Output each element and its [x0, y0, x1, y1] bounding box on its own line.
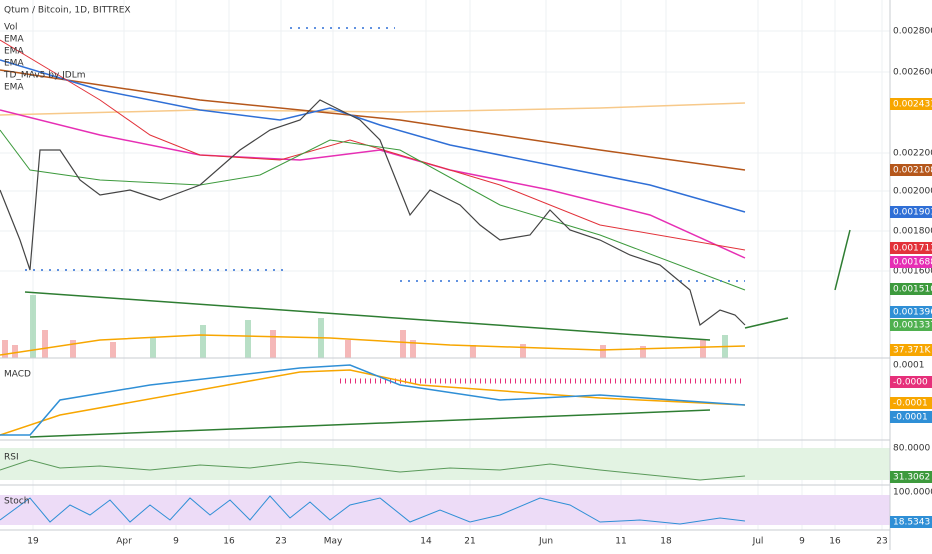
price-tag-label: 37.371K: [893, 346, 931, 356]
grid: [0, 0, 890, 530]
price-label: 0.00260000: [893, 68, 932, 78]
time-label: Jun: [538, 537, 553, 547]
panel-axis-label: 80.0000: [893, 444, 930, 454]
price-tag-label: 0.00171378: [893, 244, 932, 254]
time-label: 23: [876, 537, 887, 547]
panel-name: Stoch: [4, 497, 29, 507]
price-tag-label: 31.3062: [893, 473, 930, 483]
panel-name: RSI: [4, 453, 19, 463]
price-tag-label: 0.00243178: [893, 100, 932, 110]
price-tag: [890, 206, 932, 218]
stoch-line: [0, 495, 746, 525]
price-tag: [890, 319, 932, 331]
price-label: 0.00180000: [893, 227, 932, 237]
price-tag-label: 18.5343: [893, 518, 930, 528]
price-tag: [890, 397, 932, 409]
panel-axis-label: 100.0000: [893, 488, 932, 498]
price-label: 0.00200000: [893, 187, 932, 197]
price-tag: [890, 242, 932, 254]
macd-lines: [0, 364, 746, 438]
time-label: 18: [660, 537, 672, 547]
price-tag-label: 0.00139685: [893, 308, 932, 318]
price-label: 0.00160000: [893, 267, 932, 277]
price-label: 0.00220000: [893, 149, 932, 159]
chart-title: Qtum / Bitcoin, 1D, BITTREX: [4, 6, 131, 16]
legend-item: EMA: [4, 47, 24, 57]
price-tag: [890, 98, 932, 110]
price-tag-label: 0.00151044: [893, 285, 932, 295]
time-label: 9: [799, 537, 805, 547]
price-tag: [890, 376, 932, 388]
price-tag: [890, 164, 932, 176]
time-label: May: [324, 537, 343, 547]
time-label: Jul: [752, 537, 764, 547]
price-tag-label: -0.0000: [893, 378, 928, 388]
time-label: 16: [223, 537, 235, 547]
price-tag-label: 0.00168822: [893, 258, 932, 268]
legend-item: Vol: [4, 23, 17, 33]
legend-item: EMA: [4, 59, 24, 69]
price-tag: [890, 344, 932, 356]
price-tag: [890, 306, 932, 318]
price-tag: [890, 283, 932, 295]
time-label: 16: [829, 537, 841, 547]
rsi-band: [0, 448, 890, 480]
time-label: 19: [27, 537, 39, 547]
time-label: 9: [173, 537, 179, 547]
legend-item: EMA: [4, 35, 24, 45]
price-tag-label: 0.00210837: [893, 166, 932, 176]
price-tag: [890, 516, 932, 528]
stoch-band: [0, 495, 890, 525]
price-tag: [890, 256, 932, 268]
time-label: 14: [420, 537, 432, 547]
panel-axis-label: 0.0001: [893, 361, 925, 371]
rsi-line: [0, 459, 746, 481]
time-label: 23: [275, 537, 286, 547]
price-tag-label: -0.0001: [893, 399, 928, 409]
main-lines: [0, 27, 851, 356]
price-tag-label: 0.00133787: [893, 321, 932, 331]
price-tag-label: -0.0001: [893, 413, 928, 423]
price-tag: [890, 411, 932, 423]
time-label: Apr: [116, 537, 132, 547]
time-label: 11: [615, 537, 626, 547]
legend-item: EMA: [4, 83, 24, 93]
panel-name: MACD: [4, 370, 31, 380]
time-label: 21: [464, 537, 475, 547]
price-label: 0.00280000: [893, 27, 932, 37]
price-tag: [890, 471, 932, 483]
legend-item: TD_MAv5 by JDLm: [3, 71, 86, 81]
price-tag-label: 0.00190178: [893, 208, 932, 218]
